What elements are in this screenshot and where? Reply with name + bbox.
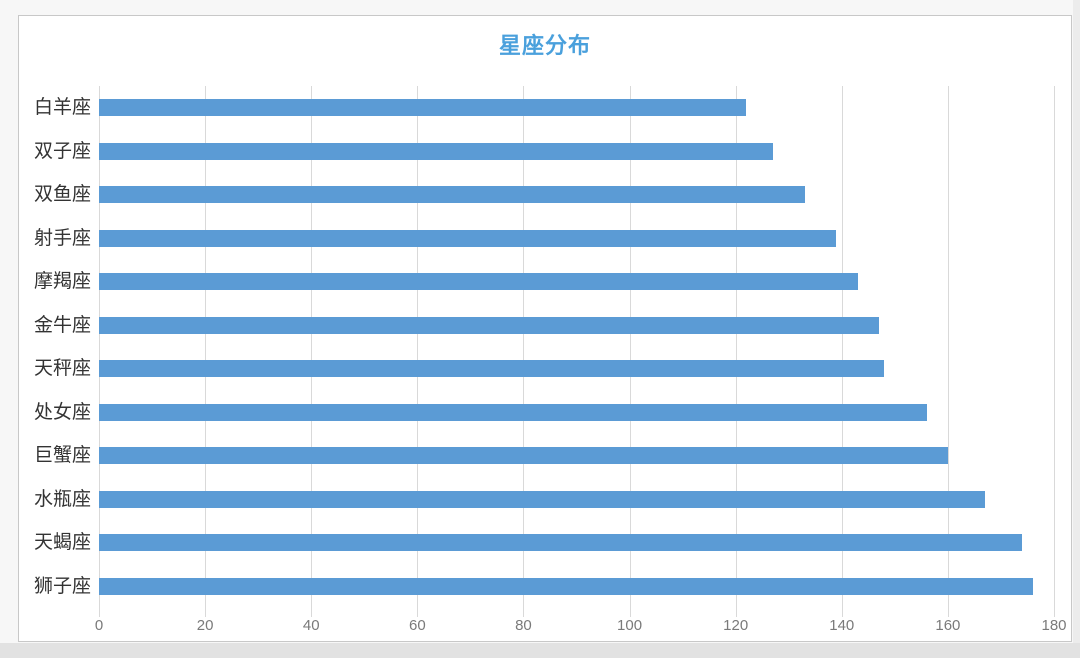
bar[interactable] <box>99 316 879 334</box>
bar-row: 天秤座 <box>19 347 1054 391</box>
bar-track <box>99 360 1054 378</box>
bar-row: 巨蟹座 <box>19 434 1054 478</box>
bar-track <box>99 577 1054 595</box>
bar-track <box>99 316 1054 334</box>
category-label: 处女座 <box>33 401 91 423</box>
bar-track <box>99 534 1054 552</box>
bar[interactable] <box>99 186 805 204</box>
axis-tick <box>735 608 737 617</box>
bar[interactable] <box>99 99 747 117</box>
bar[interactable] <box>99 534 1023 552</box>
axis-tick <box>99 608 100 617</box>
category-label: 水瓶座 <box>33 488 91 510</box>
axis-tick <box>205 608 207 617</box>
bar-row: 射手座 <box>19 217 1054 261</box>
bar[interactable] <box>99 403 927 421</box>
axis-tick <box>311 608 313 617</box>
bar-row: 处女座 <box>19 391 1054 435</box>
bar[interactable] <box>99 490 986 508</box>
x-tick-label: 0 <box>94 617 104 634</box>
bar-row: 狮子座 <box>19 565 1054 609</box>
category-label: 白羊座 <box>33 97 91 119</box>
axis-tick <box>629 608 631 617</box>
bar[interactable] <box>99 142 773 160</box>
category-label: 天蝎座 <box>33 532 91 554</box>
bar-row: 金牛座 <box>19 304 1054 348</box>
x-tick-label: 60 <box>408 617 426 634</box>
x-tick-label: 80 <box>515 617 532 634</box>
x-tick-label: 100 <box>617 617 643 634</box>
axis-tick <box>947 608 949 617</box>
gridline <box>311 86 313 608</box>
chart-frame[interactable]: 星座分布 白羊座双子座双鱼座射手座摩羯座金牛座天秤座处女座巨蟹座水瓶座天蝎座狮子… <box>18 15 1072 642</box>
page-bottom-strip <box>0 643 1080 658</box>
gridline <box>735 86 737 608</box>
bar-track <box>99 99 1054 117</box>
chart-title: 星座分布 <box>498 33 591 58</box>
gridline <box>1054 86 1055 608</box>
category-label: 摩羯座 <box>33 271 91 293</box>
bar-row: 双子座 <box>19 130 1054 174</box>
bar-track <box>99 447 1054 465</box>
bar[interactable] <box>99 447 948 465</box>
bar[interactable] <box>99 577 1033 595</box>
gridline <box>947 86 949 608</box>
page-right-strip <box>1073 0 1080 643</box>
bar-row: 摩羯座 <box>19 260 1054 304</box>
gridline <box>523 86 525 608</box>
axis-tick <box>523 608 525 617</box>
bar[interactable] <box>99 273 858 291</box>
category-label: 金牛座 <box>33 314 91 336</box>
bar-row: 双鱼座 <box>19 173 1054 217</box>
bar[interactable] <box>99 229 837 247</box>
axis-tick <box>417 608 419 617</box>
bar-track <box>99 403 1054 421</box>
bar[interactable] <box>99 360 885 378</box>
x-tick-label: 20 <box>196 617 214 634</box>
x-tick-label: 180 <box>1041 617 1067 634</box>
axis-tick <box>1054 608 1055 617</box>
x-axis-labels: 0 20 40 60 80 100 120 140 160 180 <box>19 617 1073 637</box>
gridline <box>417 86 419 608</box>
bar-track <box>99 142 1054 160</box>
bar-track <box>99 186 1054 204</box>
bar-row: 白羊座 <box>19 86 1054 130</box>
category-label: 天秤座 <box>33 358 91 380</box>
category-label: 射手座 <box>33 227 91 249</box>
category-label: 狮子座 <box>33 575 91 597</box>
category-label: 巨蟹座 <box>33 445 91 467</box>
bar-rows: 白羊座双子座双鱼座射手座摩羯座金牛座天秤座处女座巨蟹座水瓶座天蝎座狮子座 <box>19 86 1054 608</box>
bar-row: 天蝎座 <box>19 521 1054 565</box>
gridline <box>629 86 631 608</box>
bar-track <box>99 273 1054 291</box>
x-tick-label: 140 <box>829 617 855 634</box>
x-tick-label: 160 <box>935 617 961 634</box>
bar-track <box>99 229 1054 247</box>
axis-tick <box>841 608 843 617</box>
bar-row: 水瓶座 <box>19 478 1054 522</box>
gridline <box>841 86 843 608</box>
x-tick-label: 40 <box>302 617 320 634</box>
plot-area <box>99 86 1055 617</box>
x-tick-label: 120 <box>723 617 749 634</box>
category-label: 双子座 <box>33 140 91 162</box>
gridline <box>99 86 100 608</box>
bar-track <box>99 490 1054 508</box>
gridline <box>205 86 207 608</box>
category-label: 双鱼座 <box>33 184 91 206</box>
